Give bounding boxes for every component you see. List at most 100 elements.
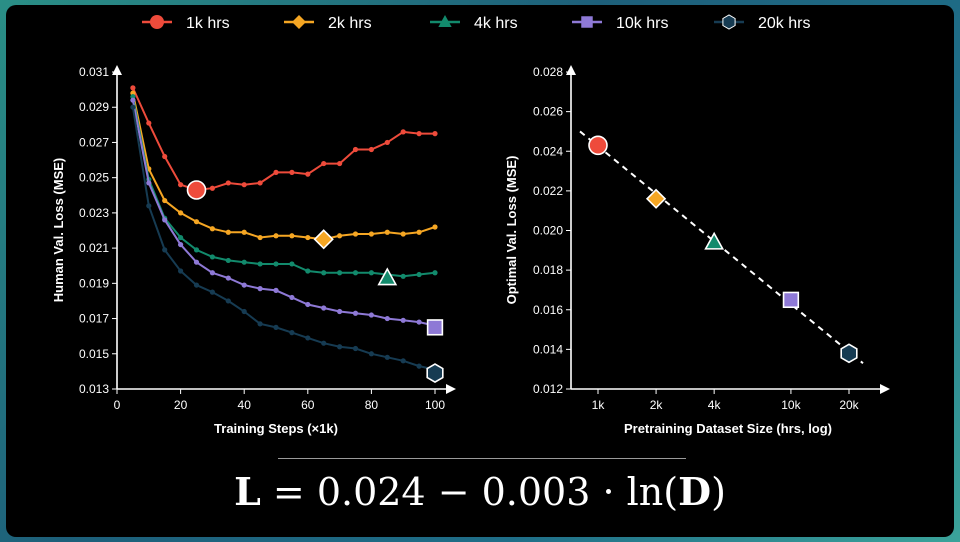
data-point [241,282,247,288]
x-tick-label: 60 [301,398,315,412]
optimum-marker-hexagon [426,363,444,384]
legend-item: 20k hrs [714,14,810,32]
data-point [257,261,263,267]
data-point [225,298,231,304]
right-chart: 0.012 0.014 0.016 0.018 0.020 0.022 0.024 0.026… [504,65,890,436]
data-point [305,234,311,241]
legend-marker-square [581,16,593,28]
data-point [209,185,215,191]
y-tick-label: 0.028 [533,65,563,79]
x-tick-label: 40 [238,398,252,412]
legend-item: 10k hrs [572,15,668,32]
legend-label: 4k hrs [474,15,518,32]
data-point [162,197,168,204]
data-point [289,294,295,301]
data-point [241,259,247,265]
legend-label: 2k hrs [328,15,372,32]
scaling-law-formula: L = 0.024 − 0.003 · ln(D) [206,469,754,514]
x-tick-label: 80 [365,398,379,412]
y-tick-label: 0.022 [533,184,563,198]
formula-variable: D [678,469,712,514]
data-point [400,317,406,323]
legend-marker-hexagon [722,14,736,30]
data-point [352,231,359,237]
series-line [131,100,436,327]
data-point [368,270,374,276]
series-10k-hrs [130,97,444,336]
data-point [273,233,279,239]
x-tick-label: 1k [592,398,606,412]
data-point [162,217,168,223]
data-point [416,319,422,325]
data-point [416,271,422,278]
data-point [321,305,327,311]
formula-lhs: L [234,469,261,514]
data-point [305,171,311,177]
y-tick-label: 0.014 [533,342,563,356]
y-axis-arrow [112,65,122,75]
data-point [368,351,374,357]
data-point [225,229,231,235]
data-point [432,270,438,276]
data-point [257,321,263,327]
optimum-marker-square [426,319,444,336]
data-point [273,261,279,267]
data-point [209,254,215,260]
data-point [162,247,168,253]
scatter-point-hexagon [840,343,858,364]
data-point [352,345,359,352]
data-point [432,131,438,137]
y-tick-label: 0.021 [79,241,109,255]
data-point [368,146,374,153]
data-point [416,131,422,137]
x-tick-label: 10k [781,398,801,412]
y-axis-label: Human Val. Loss (MSE) [51,158,66,302]
data-point [241,308,247,315]
data-point [400,273,406,279]
formula-intercept: 0.024 [316,470,426,514]
data-point [352,310,359,316]
y-tick-label: 0.013 [79,382,109,396]
data-point [257,180,263,186]
data-point [400,358,406,364]
left-chart: 0.013 0.015 0.017 0.019 0.021 0.023 0.025 0.027… [51,65,456,436]
data-point [193,219,200,225]
series-20k-hrs [130,104,444,384]
x-axis-arrow [446,384,456,394]
y-tick-label: 0.018 [533,263,563,277]
data-point [193,259,200,265]
legend-item: 1k hrs [142,15,230,32]
data-point [289,330,295,336]
data-point [241,229,247,235]
data-point [225,180,231,186]
formula-minus: − [425,470,482,514]
legend-label: 10k hrs [616,15,668,32]
scatter-point-diamond [645,188,667,209]
data-point [257,286,263,292]
data-point [178,268,184,274]
scatter-point-triangle [704,231,725,250]
x-tick-label: 2k [650,398,664,412]
series-2k-hrs [130,90,438,250]
y-tick-label: 0.017 [79,312,109,326]
y-tick-label: 0.020 [533,224,563,238]
data-point [337,308,343,315]
data-point [384,354,390,360]
optimum-marker-triangle [377,267,398,286]
data-point [384,315,390,322]
legend-marker-circle [150,15,164,29]
data-point [257,234,263,241]
data-point [193,282,200,288]
data-point [321,160,327,167]
data-point [368,231,374,237]
data-point [289,169,295,175]
figure: 1k hrs 2k hrs 4k hrs 10k hrs 20k hrs 0.0130.… [51,14,890,436]
data-point [193,247,200,253]
data-point [209,270,215,276]
y-tick-label: 0.027 [79,135,109,149]
x-tick-label: 100 [425,398,445,412]
data-point [337,344,343,350]
formula-divider [278,458,686,459]
scatter-point-square [782,291,800,309]
y-axis-arrow [566,65,576,75]
